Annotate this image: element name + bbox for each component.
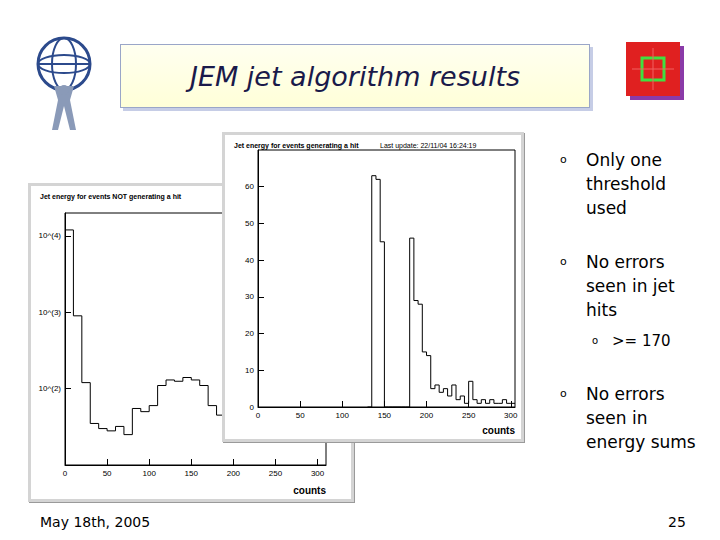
svg-text:100: 100 — [336, 411, 350, 420]
svg-text:20: 20 — [245, 329, 254, 338]
svg-text:40: 40 — [245, 256, 254, 265]
svg-text:Jet energy for events generati: Jet energy for events generating a hit — [234, 142, 359, 150]
svg-text:0: 0 — [256, 411, 261, 420]
html-text:o: o — [560, 387, 567, 400]
html-text:o: o — [560, 255, 567, 268]
html-text:JEM jet algorithm results: JEM jet algorithm results — [189, 60, 521, 92]
html-text:>= 170: >= 170 — [612, 332, 671, 350]
svg-text:counts: counts — [482, 425, 515, 436]
svg-text:200: 200 — [420, 411, 434, 420]
svg-text:50: 50 — [245, 219, 254, 228]
svg-text:150: 150 — [378, 411, 392, 420]
svg-text:10^(2): 10^(2) — [39, 384, 62, 393]
svg-text:0: 0 — [250, 403, 255, 412]
svg-text:30: 30 — [245, 292, 254, 301]
svg-text:counts: counts — [293, 485, 326, 496]
svg-text:50: 50 — [296, 411, 305, 420]
svg-text:300: 300 — [504, 411, 518, 420]
svg-text:10^(4): 10^(4) — [39, 231, 62, 240]
svg-text:Jet energy for events NOT gene: Jet energy for events NOT generating a h… — [40, 193, 182, 201]
html-text:o: o — [592, 335, 599, 346]
svg-text:300: 300 — [311, 469, 325, 478]
html-text:25: 25 — [668, 514, 686, 530]
html-text:No errors seen in energy sums: No errors seen in energy sums — [586, 384, 696, 452]
svg-text:60: 60 — [245, 182, 254, 191]
html-text:No errors seen in jet hits: No errors seen in jet hits — [586, 252, 675, 320]
svg-text:200: 200 — [227, 469, 241, 478]
svg-text:10: 10 — [245, 366, 254, 375]
html-text:May 18th, 2005: May 18th, 2005 — [40, 514, 151, 530]
svg-text:150: 150 — [185, 469, 199, 478]
svg-text:10^(3): 10^(3) — [39, 308, 62, 317]
svg-text:100: 100 — [143, 469, 157, 478]
html-text:o: o — [560, 153, 567, 166]
svg-text:250: 250 — [269, 469, 283, 478]
svg-text:50: 50 — [103, 469, 112, 478]
html-text:Only one threshold used: Only one threshold used — [586, 150, 667, 218]
svg-text:250: 250 — [462, 411, 476, 420]
svg-text:0: 0 — [63, 469, 68, 478]
svg-text:Last update: 22/11/04 16:24:19: Last update: 22/11/04 16:24:19 — [380, 142, 477, 150]
